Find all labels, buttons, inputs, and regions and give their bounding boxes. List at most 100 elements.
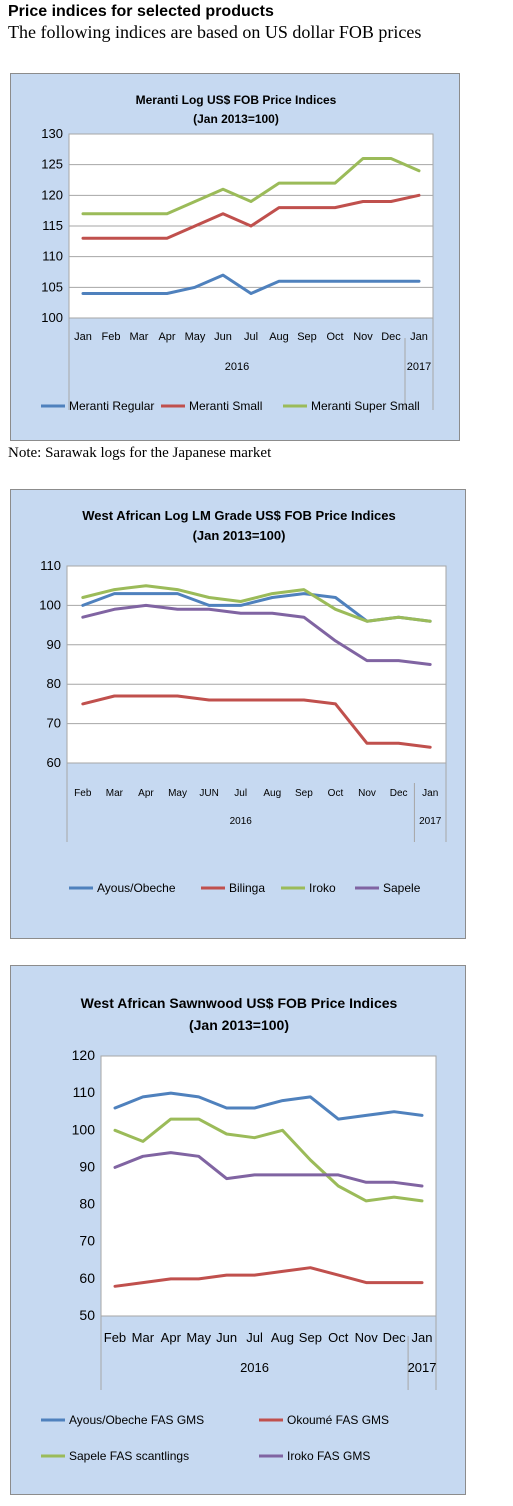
page-subheading: The following indices are based on US do… xyxy=(8,22,422,42)
series-line-1 xyxy=(81,273,421,295)
west-african-log-chart-svg: West African Log LM Grade US$ FOB Price … xyxy=(39,508,447,895)
series-line-2 xyxy=(81,193,421,240)
y-tick-label: 60 xyxy=(79,1270,95,1286)
x-tick-label: May xyxy=(168,788,187,799)
plot-area xyxy=(66,565,447,764)
chart-title: Meranti Log US$ FOB Price Indices xyxy=(136,93,337,107)
y-tick-label: 130 xyxy=(41,126,63,141)
y-tick-label: 110 xyxy=(73,1084,96,1100)
x-tick-label: Feb xyxy=(74,788,92,799)
chart-subtitle: (Jan 2013=100) xyxy=(193,528,286,543)
x-tick-label: Oct xyxy=(328,788,344,799)
x-tick-label: Oct xyxy=(328,1330,349,1345)
x-tick-label: Jan xyxy=(412,1330,433,1345)
x-tick-label: Nov xyxy=(353,331,373,343)
x-tick-label: Sep xyxy=(295,788,313,799)
series-line-3 xyxy=(81,157,421,216)
legend-label: Sapele xyxy=(383,881,421,895)
series-line-4 xyxy=(113,1151,424,1188)
y-tick-label: 80 xyxy=(47,676,61,691)
x-tick-label: Feb xyxy=(104,1330,126,1345)
note: Note: Sarawak logs for the Japanese mark… xyxy=(8,445,272,461)
year-label: 2017 xyxy=(419,816,442,827)
x-tick-label: Nov xyxy=(355,1330,379,1345)
y-tick-label: 120 xyxy=(41,187,63,202)
series-line-1 xyxy=(113,1091,424,1121)
x-tick-label: Apr xyxy=(161,1330,182,1345)
year-label: 2016 xyxy=(225,361,249,373)
x-tick-label: Dec xyxy=(383,1330,407,1345)
y-tick-label: 100 xyxy=(39,597,61,612)
y-tick-label: 115 xyxy=(42,218,63,233)
y-tick-label: 90 xyxy=(47,637,61,652)
year-label: 2016 xyxy=(230,816,253,827)
chart-title: West African Sawnwood US$ FOB Price Indi… xyxy=(81,995,398,1011)
y-tick-label: 110 xyxy=(42,249,63,264)
x-tick-label: Jun xyxy=(214,331,232,343)
legend-label: Sapele FAS scantlings xyxy=(69,1449,189,1463)
meranti-chart: Meranti Log US$ FOB Price Indices (Jan 20… xyxy=(10,73,460,441)
y-tick-label: 125 xyxy=(41,157,63,172)
y-tick-label: 80 xyxy=(79,1196,95,1212)
y-tick-label: 70 xyxy=(79,1233,95,1249)
y-tick-label: 120 xyxy=(72,1047,96,1063)
x-tick-label: Sep xyxy=(297,331,317,343)
x-tick-label: Dec xyxy=(381,331,401,343)
west-african-log-chart: West African Log LM Grade US$ FOB Price … xyxy=(10,489,466,939)
series-line-3 xyxy=(81,584,432,623)
legend-label: Iroko FAS GMS xyxy=(287,1449,370,1463)
legend-label: Meranti Small xyxy=(189,399,262,413)
y-tick-label: 60 xyxy=(47,755,61,770)
legend-label: Ayous/Obeche FAS GMS xyxy=(69,1413,204,1427)
y-tick-label: 110 xyxy=(40,558,61,573)
legend-label: Meranti Super Small xyxy=(311,399,420,413)
x-tick-label: Jan xyxy=(410,331,428,343)
x-tick-label: Jul xyxy=(244,331,258,343)
meranti-chart-svg: Meranti Log US$ FOB Price Indices (Jan 20… xyxy=(41,93,434,413)
series-line-4 xyxy=(81,603,432,666)
x-tick-label: May xyxy=(185,331,206,343)
x-tick-label: Nov xyxy=(358,788,376,799)
year-label: 2017 xyxy=(407,361,431,373)
x-tick-label: Apr xyxy=(138,788,154,799)
x-tick-label: Jan xyxy=(74,331,92,343)
series-line-2 xyxy=(81,694,432,749)
chart-subtitle: (Jan 2013=100) xyxy=(189,1017,289,1033)
x-tick-label: Jun xyxy=(216,1330,237,1345)
x-tick-label: Dec xyxy=(390,788,408,799)
x-tick-label: Feb xyxy=(102,331,121,343)
x-tick-label: Sep xyxy=(299,1330,322,1345)
x-tick-label: Jul xyxy=(234,788,247,799)
y-tick-label: 100 xyxy=(72,1121,96,1137)
west-african-sawnwood-chart: West African Sawnwood US$ FOB Price Indi… xyxy=(10,965,466,1495)
y-tick-label: 90 xyxy=(79,1158,95,1174)
series-line-3 xyxy=(113,1117,424,1203)
chart-subtitle: (Jan 2013=100) xyxy=(193,112,279,126)
year-label: 2017 xyxy=(408,1360,437,1375)
x-tick-label: Jul xyxy=(246,1330,263,1345)
x-tick-label: Mar xyxy=(130,331,149,343)
chart-title: West African Log LM Grade US$ FOB Price … xyxy=(82,508,396,523)
x-tick-label: Oct xyxy=(326,331,343,343)
x-tick-label: May xyxy=(186,1330,211,1345)
x-tick-label: Mar xyxy=(106,788,124,799)
x-tick-label: Apr xyxy=(158,331,175,343)
legend-label: Okoumé FAS GMS xyxy=(287,1413,389,1427)
y-tick-label: 70 xyxy=(47,716,61,731)
x-tick-label: JUN xyxy=(199,788,218,799)
legend-label: Iroko xyxy=(309,881,336,895)
page-heading: Price indices for selected products xyxy=(8,3,274,20)
x-tick-label: Aug xyxy=(271,1330,294,1345)
legend-label: Bilinga xyxy=(229,881,265,895)
west-african-sawnwood-chart-svg: West African Sawnwood US$ FOB Price Indi… xyxy=(41,995,437,1463)
y-tick-label: 50 xyxy=(79,1307,95,1323)
y-tick-label: 100 xyxy=(41,310,63,325)
year-label: 2016 xyxy=(240,1360,269,1375)
x-tick-label: Aug xyxy=(263,788,281,799)
series-line-2 xyxy=(113,1266,424,1288)
legend-label: Ayous/Obeche xyxy=(97,881,176,895)
legend-label: Meranti Regular xyxy=(69,399,154,413)
x-tick-label: Jan xyxy=(422,788,438,799)
x-tick-label: Mar xyxy=(132,1330,155,1345)
x-tick-label: Aug xyxy=(269,331,289,343)
